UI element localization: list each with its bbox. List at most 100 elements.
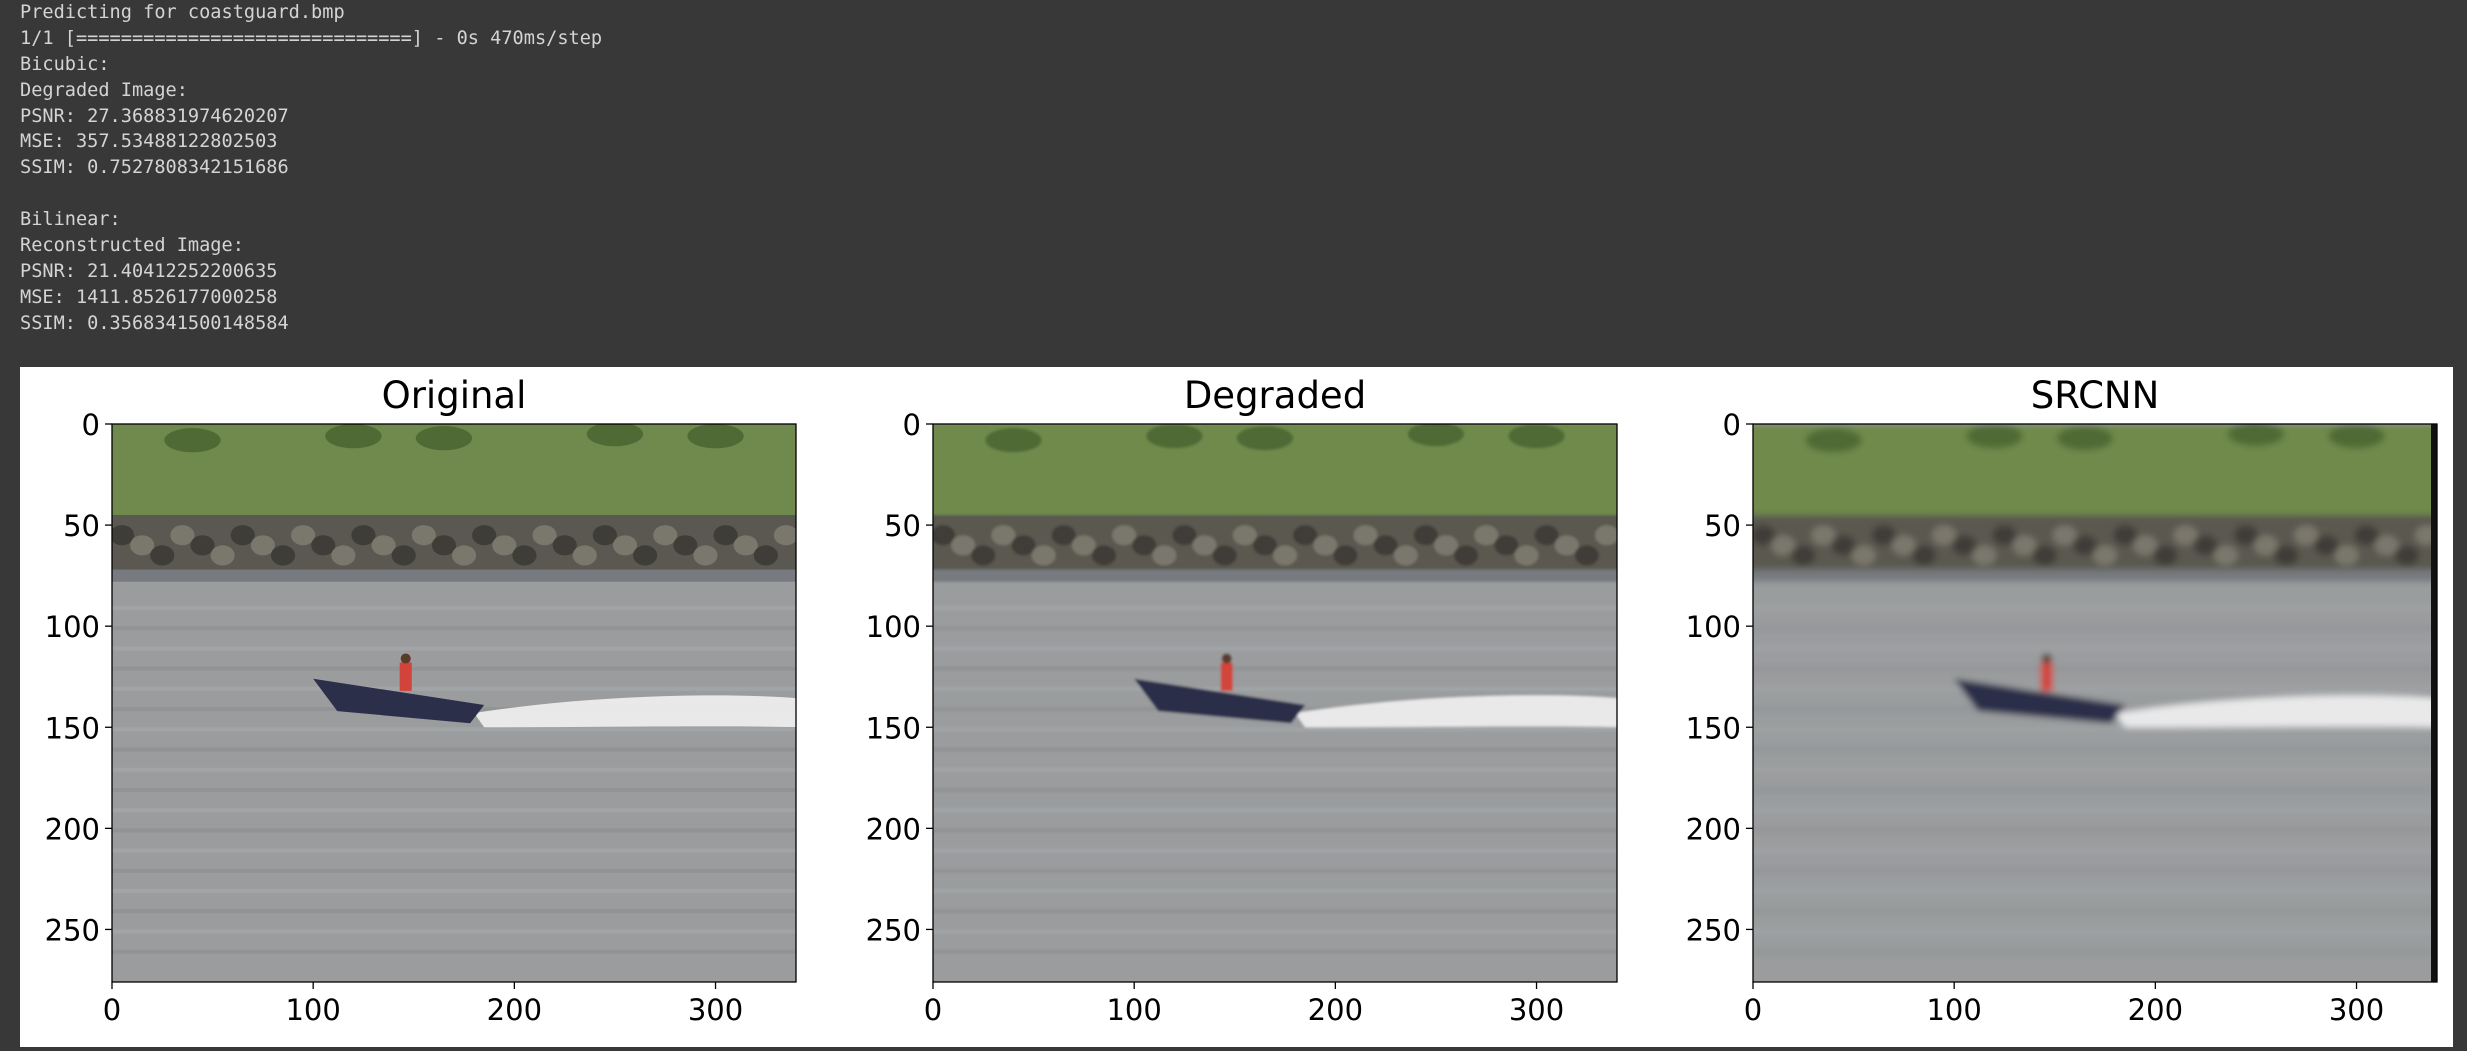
- water-ripple: [112, 889, 796, 894]
- console-line: SSIM: 0.3568341500148584: [20, 312, 289, 334]
- boat-person: [2040, 662, 2053, 691]
- rock-shape: [1051, 525, 1076, 546]
- water-ripple: [1753, 889, 2437, 894]
- axes-frame: [1752, 423, 2438, 983]
- rock-shape: [532, 525, 557, 546]
- water-ripple: [112, 909, 796, 914]
- water-ripple: [1753, 767, 2437, 772]
- rock-shape: [552, 535, 577, 556]
- console-line: [20, 181, 602, 207]
- boat-person: [399, 662, 412, 691]
- rock-shape: [1071, 535, 1096, 556]
- rock-shape: [210, 545, 235, 566]
- y-tick-label: 200: [866, 812, 921, 846]
- water-ripple: [1753, 626, 2437, 631]
- rock-shape: [190, 535, 215, 556]
- rock-shape: [2133, 535, 2158, 556]
- rock-shape: [1514, 545, 1539, 566]
- subplot-original: Original 0 50 100 150 200 250 0 100 200 300: [45, 374, 797, 1027]
- x-tick-label: 300: [688, 993, 743, 1027]
- rock-shape: [1831, 535, 1856, 556]
- water-ripple: [933, 626, 1617, 631]
- water-ripple: [112, 626, 796, 631]
- rock-shape: [1313, 535, 1338, 556]
- rock-shape: [1992, 525, 2017, 546]
- water-ripple: [1753, 787, 2437, 792]
- y-tick-label: 150: [45, 711, 100, 745]
- rock-shape: [492, 535, 517, 556]
- rock-shape: [1353, 525, 1378, 546]
- rock-shape: [1554, 535, 1579, 556]
- rock-shape: [612, 535, 638, 556]
- subplot-srcnn: SRCNN 0 50 100 150 200 250 0 100 200 300: [1686, 374, 2438, 1027]
- water-ripple: [933, 808, 1617, 813]
- y-tick-label: 250: [45, 913, 100, 947]
- rock-shape: [2233, 525, 2258, 546]
- rock-shape: [653, 525, 678, 546]
- water-ripple: [1753, 686, 2437, 691]
- boat-wake: [474, 695, 796, 728]
- bush-shape: [2056, 426, 2114, 451]
- y-tick-label: 100: [1686, 610, 1741, 644]
- rock-shape: [2012, 535, 2037, 556]
- console-line: Predicting for coastguard.bmp: [20, 2, 345, 23]
- rock-shape: [391, 545, 416, 566]
- water-ripple: [1753, 646, 2437, 651]
- water-ripple: [933, 787, 1617, 792]
- rock-shape: [971, 545, 996, 566]
- rock-shape: [331, 545, 356, 566]
- console-line: MSE: 1411.8526177000258: [20, 286, 278, 308]
- water-ripple: [933, 747, 1617, 752]
- water-ripple: [1753, 909, 2437, 914]
- x-tick-label: 200: [2128, 993, 2183, 1027]
- water-ripple: [933, 767, 1617, 772]
- y-tick-label: 0: [903, 408, 921, 442]
- subplot-degraded: Degraded 0 50 100 150 200 250 0 100 200 300: [866, 374, 1618, 1027]
- console-line: SSIM: 0.7527808342151686: [20, 157, 289, 179]
- x-tick-label: 300: [2329, 993, 2384, 1027]
- rock-shape: [1172, 525, 1197, 546]
- bush-shape: [687, 424, 744, 449]
- water-ripple: [1753, 828, 2437, 833]
- rock-shape: [2314, 535, 2339, 556]
- y-tick-label: 150: [866, 711, 921, 745]
- rock-shape: [2032, 545, 2057, 566]
- x-tick-label: 200: [1308, 993, 1363, 1027]
- rock-shape: [311, 535, 336, 556]
- rock-shape: [2193, 535, 2218, 556]
- image-content: [933, 424, 1617, 982]
- rock-shape: [150, 545, 175, 566]
- water-ripple: [112, 686, 796, 691]
- rock-shape: [2294, 525, 2319, 546]
- rock-shape: [1152, 545, 1177, 566]
- water-ripple: [112, 747, 796, 752]
- rock-shape: [2334, 545, 2359, 566]
- water-ripple: [112, 949, 796, 954]
- rock-shape: [1851, 545, 1876, 566]
- rock-shape: [1791, 545, 1816, 566]
- y-tick-label: 0: [1723, 408, 1741, 442]
- console-line: Bicubic:: [20, 53, 110, 75]
- bush-shape: [164, 428, 221, 453]
- y-tick-label: 200: [1686, 812, 1741, 846]
- console-line: Bilinear:: [20, 209, 121, 231]
- rock-shape: [1494, 535, 1519, 556]
- rock-shape: [2153, 545, 2178, 566]
- rock-shape: [713, 525, 738, 546]
- rock-shape: [1474, 525, 1499, 546]
- rock-shape: [250, 535, 275, 556]
- rock-shape: [1952, 535, 1977, 556]
- rock-shape: [753, 545, 778, 566]
- subplot-title: SRCNN: [2031, 374, 2160, 417]
- water-ripple: [933, 889, 1617, 894]
- x-tick-label: 300: [1509, 993, 1564, 1027]
- bush-shape: [415, 426, 473, 451]
- water-ripple: [933, 646, 1617, 651]
- rock-shape: [733, 535, 758, 556]
- water-ripple: [1753, 808, 2437, 813]
- rock-shape: [1373, 535, 1398, 556]
- water-ripple: [1753, 727, 2437, 732]
- bush-shape: [985, 428, 1042, 453]
- water-ripple: [112, 666, 796, 671]
- y-tick-label: 0: [82, 408, 100, 442]
